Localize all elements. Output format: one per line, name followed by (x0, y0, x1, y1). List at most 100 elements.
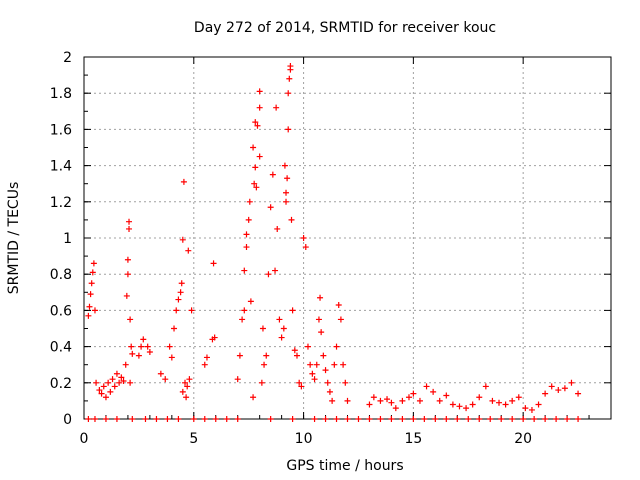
data-point (256, 104, 263, 111)
data-point (173, 307, 180, 314)
data-point (548, 383, 555, 390)
data-point (443, 392, 450, 399)
data-point (463, 405, 470, 412)
data-point (89, 269, 96, 276)
data-point (370, 394, 377, 401)
data-point (300, 235, 307, 241)
data-point (258, 379, 265, 386)
data-point (502, 401, 509, 408)
zero-point (113, 416, 120, 422)
data-point (178, 280, 185, 287)
zero-point (164, 416, 171, 422)
zero-point (223, 416, 230, 422)
data-point (535, 401, 542, 408)
data-point (247, 298, 254, 305)
data-point (331, 361, 338, 368)
data-point (377, 397, 384, 404)
zero-point (322, 416, 329, 422)
zero-point (201, 416, 208, 422)
zero-point (85, 416, 92, 422)
data-point (261, 361, 268, 368)
data-point (392, 405, 399, 412)
axis-ticks: 00.20.40.60.811.21.41.61.820 5 10 15 20 (50, 50, 612, 447)
data-point (135, 352, 142, 359)
data-point (243, 244, 250, 251)
data-point (496, 399, 503, 406)
data-point (124, 256, 131, 263)
data-point (366, 401, 373, 408)
data-point (456, 403, 463, 410)
data-point (157, 370, 164, 377)
data-point (263, 352, 270, 359)
data-point (449, 401, 456, 408)
data-point (324, 379, 331, 386)
data-point (313, 361, 320, 368)
data-point (423, 383, 430, 390)
zero-point (190, 416, 197, 422)
data-point (144, 343, 151, 350)
zero-point (267, 416, 274, 422)
data-point (211, 334, 218, 341)
data-point (280, 325, 287, 332)
data-point (185, 247, 192, 254)
data-point (320, 352, 327, 359)
data-point (287, 63, 294, 70)
zero-point (175, 416, 182, 422)
data-point (118, 374, 125, 381)
data-point (203, 354, 210, 361)
data-point (309, 370, 316, 377)
data-point (285, 126, 292, 133)
data-point (388, 399, 395, 406)
plot-frame (83, 56, 612, 420)
y-tick-label: 1.4 (50, 159, 72, 175)
data-point (575, 390, 582, 397)
data-point (542, 390, 549, 397)
data-point (269, 171, 276, 178)
data-point (302, 244, 309, 251)
data-point (252, 119, 259, 126)
zero-point (476, 416, 483, 422)
data-point (250, 144, 257, 151)
data-point (88, 280, 95, 287)
data-point (326, 388, 333, 395)
data-point (298, 383, 305, 390)
data-point (278, 334, 285, 341)
data-point (337, 316, 344, 323)
data-point (162, 376, 169, 383)
data-point (186, 376, 193, 383)
data-point (416, 397, 423, 404)
data-point (267, 204, 274, 211)
x-tick-label: 20 (514, 431, 532, 447)
zero-point (443, 416, 450, 422)
zero-point (212, 416, 219, 422)
data-point (113, 370, 120, 377)
zero-point (129, 416, 136, 422)
data-point (168, 354, 175, 361)
data-point (509, 397, 516, 404)
data-point (399, 397, 406, 404)
data-point (128, 343, 135, 350)
y-tick-label: 1.6 (50, 122, 72, 138)
data-point (107, 388, 114, 395)
y-axis-label: SRMTID / TECUs (6, 182, 22, 295)
zero-point (509, 416, 516, 422)
data-points (85, 63, 582, 422)
data-point (256, 153, 263, 160)
data-point (281, 162, 288, 169)
zero-point (311, 416, 318, 422)
data-point (410, 390, 417, 397)
zero-point (432, 416, 439, 422)
data-point (272, 267, 279, 274)
data-point (333, 343, 340, 350)
zero-point (454, 416, 461, 422)
data-point (241, 267, 248, 274)
data-point (317, 294, 324, 301)
data-point (245, 216, 252, 223)
data-point (184, 383, 191, 390)
data-point (318, 329, 325, 336)
data-point (96, 387, 103, 394)
data-point (243, 231, 250, 238)
data-point (405, 394, 412, 401)
data-point (256, 88, 263, 95)
data-point (335, 301, 342, 308)
